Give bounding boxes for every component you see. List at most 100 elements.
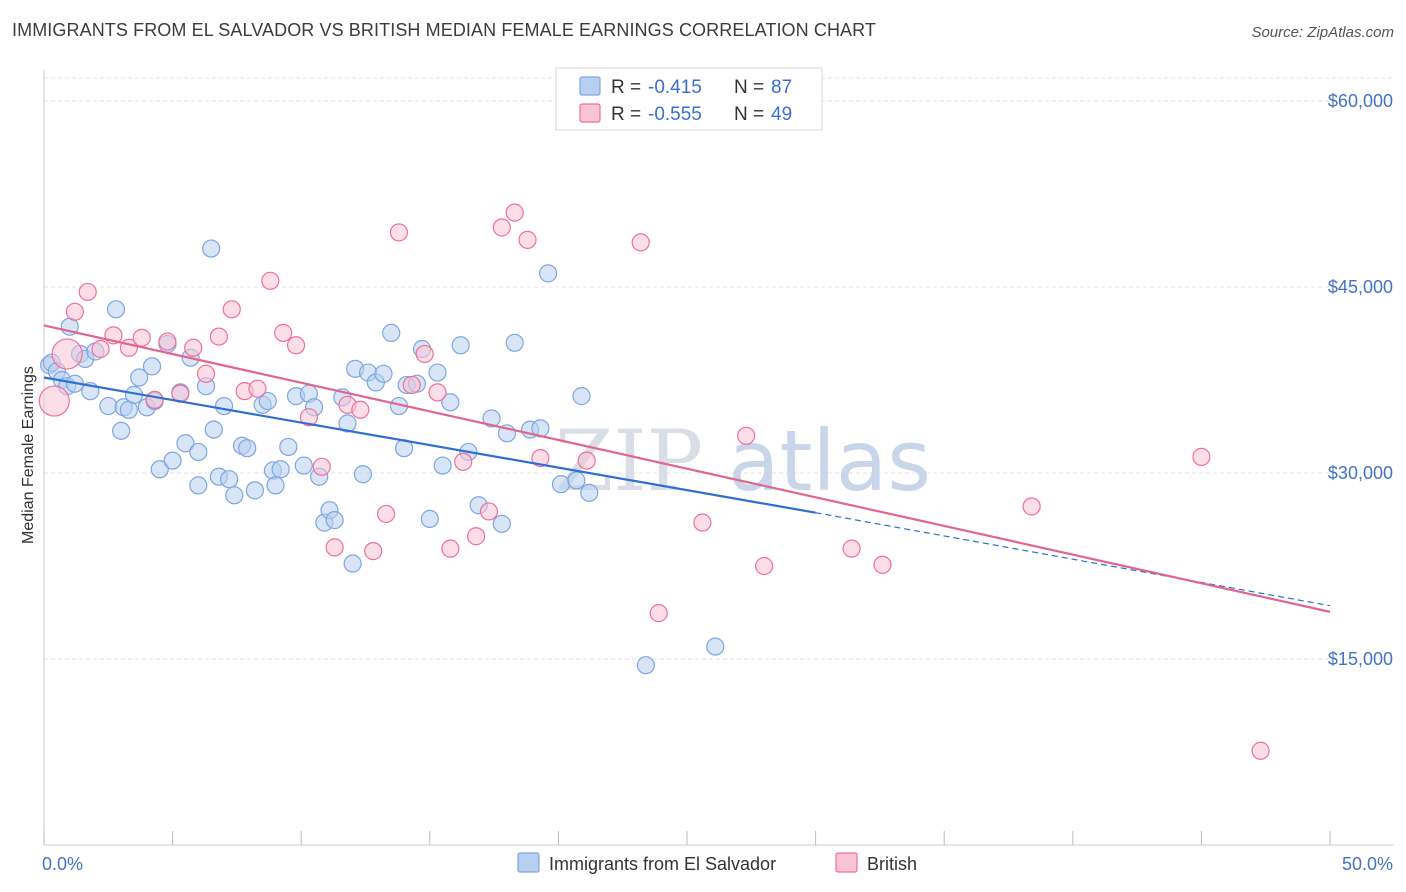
point-british-9 (158, 332, 177, 351)
trend-line-0 (43, 376, 816, 514)
x-tick-label-1: 50.0% (1342, 854, 1393, 874)
point-british-17 (261, 271, 280, 290)
bottom-legend-swatch-1 (835, 852, 858, 873)
point-british-38 (531, 449, 550, 468)
point-el-salvador-44 (294, 456, 313, 475)
point-el-salvador-80 (580, 483, 599, 502)
point-british-1 (51, 338, 83, 370)
point-el-salvador-13 (112, 421, 131, 440)
point-british-34 (479, 502, 499, 521)
point-el-salvador-64 (420, 509, 439, 528)
x-tick-labels: 0.0% 50.0% (42, 854, 1393, 874)
point-el-salvador-41 (271, 460, 290, 479)
point-british-16 (248, 379, 267, 398)
point-british-3 (78, 282, 97, 302)
point-british-4 (91, 339, 110, 359)
watermark-zip: ZIP (555, 412, 703, 510)
trend-line-1 (43, 324, 1331, 613)
point-british-47 (1022, 497, 1041, 516)
point-el-salvador-58 (374, 364, 393, 383)
point-el-salvador-27 (189, 442, 208, 462)
bottom-legend-swatch-0 (517, 852, 540, 873)
point-el-salvador-33 (220, 470, 239, 489)
point-british-49 (1251, 741, 1270, 760)
bottom-legend-label-1: British (867, 854, 917, 874)
point-british-13 (209, 327, 228, 346)
point-british-33 (466, 527, 486, 546)
data-points (38, 203, 1270, 760)
trend-line-ext-0 (815, 512, 1331, 607)
point-el-salvador-21 (150, 460, 169, 479)
point-british-8 (145, 390, 164, 409)
point-el-salvador-71 (482, 409, 501, 428)
legend-n-value-1: 49 (771, 104, 792, 125)
point-el-salvador-72 (492, 514, 511, 533)
legend-r-label-1: R = (611, 104, 641, 125)
point-british-26 (376, 504, 396, 524)
point-el-salvador-42 (279, 437, 298, 457)
point-el-salvador-12 (106, 300, 126, 319)
point-british-20 (299, 408, 319, 427)
point-british-0 (38, 385, 70, 417)
point-el-salvador-77 (551, 475, 571, 494)
legend-swatch-0 (579, 76, 601, 96)
point-el-salvador-11 (99, 396, 118, 416)
point-british-22 (325, 538, 344, 557)
point-british-25 (364, 542, 383, 561)
y-axis-title: Median Female Earnings (20, 366, 37, 544)
point-british-2 (65, 302, 84, 321)
point-british-37 (518, 230, 537, 249)
point-el-salvador-55 (353, 465, 373, 484)
point-el-salvador-50 (325, 511, 344, 530)
point-el-salvador-29 (202, 239, 221, 258)
point-el-salvador-68 (451, 336, 470, 355)
point-el-salvador-17 (130, 368, 149, 387)
point-british-31 (441, 539, 460, 558)
point-british-28 (402, 375, 421, 395)
x-tick-label-0: 0.0% (42, 854, 83, 874)
point-el-salvador-53 (343, 554, 362, 573)
legend-n-label-1: N = (734, 104, 764, 125)
point-british-18 (274, 323, 293, 342)
point-el-salvador-86 (189, 476, 208, 495)
point-el-salvador-79 (572, 387, 591, 406)
point-british-43 (737, 426, 756, 445)
watermark: ZIP atlas (555, 412, 931, 510)
chart-title: IMMIGRANTS FROM EL SALVADOR VS BRITISH M… (12, 20, 877, 40)
y-tick-label-0: $15,000 (1328, 649, 1393, 669)
point-british-35 (492, 218, 511, 237)
point-el-salvador-23 (163, 451, 182, 470)
y-tick-label-2: $45,000 (1328, 277, 1393, 297)
point-el-salvador-76 (539, 264, 558, 283)
point-british-45 (842, 539, 861, 558)
point-el-salvador-73 (505, 333, 524, 352)
point-british-32 (454, 452, 473, 471)
point-british-40 (631, 233, 650, 252)
point-british-12 (196, 364, 216, 383)
point-british-44 (755, 556, 774, 576)
point-el-salvador-81 (636, 656, 655, 675)
legend-n-value-0: 87 (771, 77, 792, 98)
point-british-19 (286, 336, 306, 355)
y-tick-labels: $15,000 $30,000 $45,000 $60,000 (1328, 91, 1393, 669)
point-british-7 (132, 328, 151, 347)
point-el-salvador-67 (441, 393, 460, 412)
legend-r-value-1: -0.555 (648, 104, 702, 125)
point-british-39 (577, 451, 596, 470)
axes (43, 70, 1394, 846)
legend: R = -0.415 N = 87 R = -0.555 N = 49 (555, 67, 823, 131)
point-el-salvador-59 (382, 323, 401, 342)
point-el-salvador-34 (225, 486, 244, 505)
point-el-salvador-36 (238, 439, 257, 458)
point-british-30 (428, 383, 447, 402)
point-el-salvador-30 (204, 420, 223, 439)
point-el-salvador-52 (338, 414, 357, 433)
trend-lines (43, 324, 1331, 613)
bottom-legend-label-0: Immigrants from El Salvador (549, 854, 776, 874)
point-el-salvador-32 (214, 396, 234, 416)
point-el-salvador-19 (142, 357, 162, 376)
legend-r-label-0: R = (611, 77, 641, 98)
point-el-salvador-25 (176, 434, 195, 453)
grid-lines (44, 77, 1394, 660)
